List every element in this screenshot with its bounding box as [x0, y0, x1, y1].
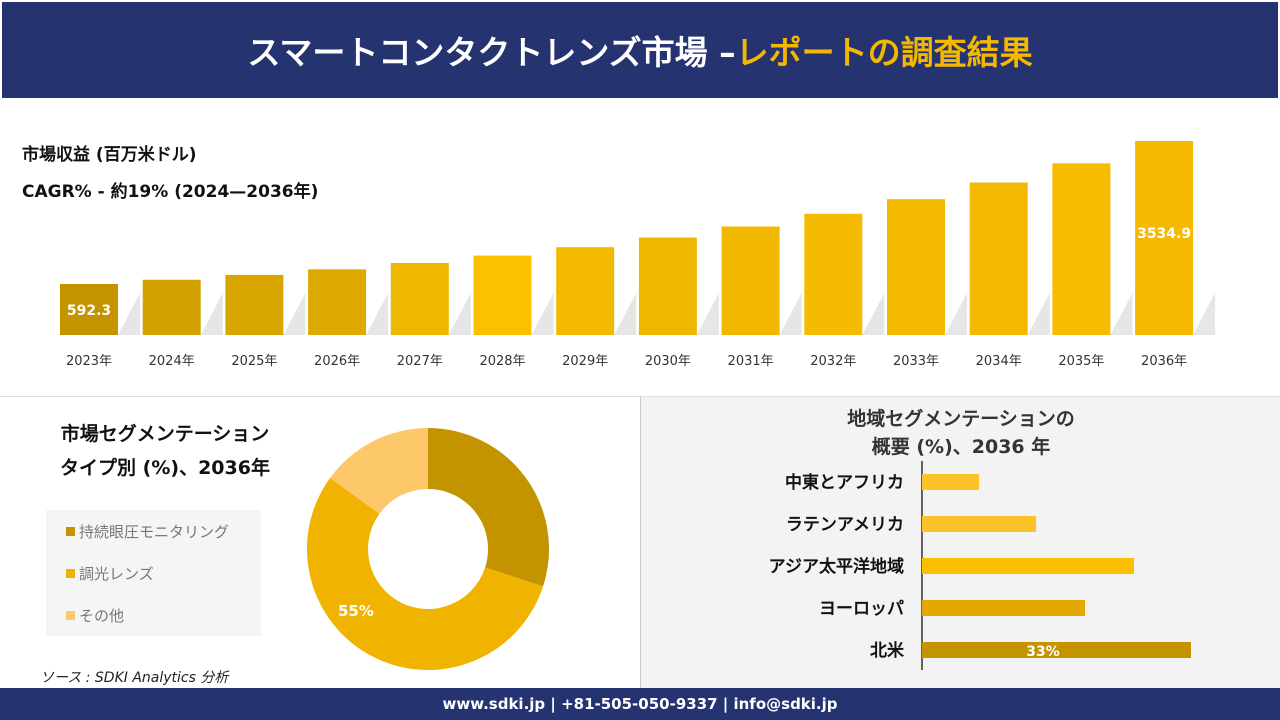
bar-shadow — [614, 293, 637, 335]
revenue-bar — [60, 284, 118, 335]
region-bar — [922, 558, 1134, 574]
revenue-bar — [390, 262, 449, 335]
legend-swatch — [66, 526, 75, 536]
bar-shadow — [945, 293, 967, 335]
type-segment-title: 市場セグメンテーション タイプ別 (%)、2036年 — [30, 417, 300, 485]
slice-data-label: 55% — [338, 602, 374, 620]
year-tick-label: 2023年 — [66, 354, 112, 369]
year-tick-label: 2027年 — [397, 354, 443, 369]
title-accent: レポートの調査結果 — [735, 33, 1033, 72]
region-bar — [922, 474, 980, 490]
year-tick-label: 2024年 — [149, 354, 195, 369]
year-tick-label: 2026年 — [314, 354, 360, 369]
bar-data-label: 3534.9 — [1137, 226, 1191, 242]
revenue-section: 市場収益 (百万米ドル) CAGR% - 約19% (2024—2036年) 2… — [0, 100, 1280, 396]
region-label: 中東とアフリカ — [785, 472, 904, 493]
bar-shadow — [366, 293, 389, 335]
legend-item: 調光レンズ — [46, 552, 261, 594]
revenue-bar — [473, 255, 532, 335]
region-label: ラテンアメリカ — [786, 515, 904, 535]
revenue-bar — [721, 226, 780, 335]
title-main: スマートコンタクトレンズ市場 – — [247, 33, 736, 72]
bar-shadow — [1110, 293, 1133, 335]
revenue-bar — [887, 199, 945, 335]
year-tick-label: 2031年 — [728, 354, 774, 369]
region-label: アジア太平洋地域 — [769, 556, 904, 577]
region-bar — [922, 516, 1037, 532]
region-title-line2: 概要 (%)、2036 年 — [871, 436, 1051, 458]
region-bar — [922, 600, 1086, 616]
bar-shadow — [779, 293, 802, 335]
legend-swatch — [66, 568, 75, 578]
footer: www.sdki.jp | +81-505-050-9337 | info@sd… — [0, 688, 1280, 720]
year-tick-label: 2035年 — [1058, 354, 1104, 369]
bar-shadow — [118, 293, 140, 335]
year-tick-label: 2033年 — [893, 354, 939, 369]
legend-label: 調光レンズ — [79, 564, 154, 583]
donut-slice — [428, 428, 549, 587]
footer-contact: www.sdki.jp | +81-505-050-9337 | info@sd… — [442, 695, 838, 713]
region-data-label: 33% — [1026, 644, 1060, 660]
year-tick-label: 2036年 — [1141, 354, 1187, 369]
bar-shadow — [1027, 293, 1050, 335]
revenue-label: 市場収益 (百万米ドル) — [22, 145, 197, 165]
revenue-bar — [308, 269, 367, 335]
region-label: ヨーロッパ — [819, 599, 904, 619]
revenue-bar — [225, 274, 284, 335]
bar-shadow — [696, 293, 719, 335]
header-banner: スマートコンタクトレンズ市場 – レポートの調査結果 — [0, 0, 1280, 100]
legend-swatch — [66, 610, 75, 620]
donut-slice — [330, 428, 428, 514]
cagr-label: CAGR% - 約19% (2024—2036年) — [22, 182, 319, 202]
year-tick-label: 2029年 — [562, 354, 608, 369]
revenue-bar — [969, 182, 1028, 335]
bar-shadow — [1193, 293, 1216, 335]
year-tick-label: 2034年 — [976, 354, 1022, 369]
type-title-line1: 市場セグメンテーション — [60, 423, 270, 445]
legend-label: その他 — [79, 606, 125, 625]
region-title: 地域セグメンテーションの 概要 (%)、2036 年 — [641, 405, 1280, 461]
type-segment-panel: 市場セグメンテーション タイプ別 (%)、2036年 持続眼圧モニタリング 調光レ… — [0, 396, 640, 688]
type-title-line2: タイプ別 (%)、2036年 — [60, 457, 270, 479]
legend-label: 持続眼圧モニタリング — [79, 522, 230, 541]
legend-item: その他 — [46, 594, 261, 636]
bar-shadow — [283, 293, 306, 335]
bar-shadow — [531, 293, 554, 335]
region-title-line1: 地域セグメンテーションの — [847, 408, 1075, 430]
donut-slice — [306, 477, 544, 671]
year-tick-label: 2030年 — [645, 354, 691, 369]
type-donut-chart: 55% — [306, 428, 549, 671]
source-note: ソース : SDKI Analytics 分析 — [40, 670, 229, 686]
region-segment-panel: 地域セグメンテーションの 概要 (%)、2036 年 中東とアフリカ ラテンアメリ… — [640, 396, 1280, 688]
revenue-bar — [142, 279, 201, 335]
bar-shadow — [862, 293, 885, 335]
bar-data-label: 592.3 — [67, 303, 111, 319]
revenue-bar — [556, 247, 615, 335]
bar-shadow — [200, 293, 223, 335]
revenue-bar — [1052, 163, 1111, 335]
year-tick-label: 2032年 — [810, 354, 856, 369]
donut-legend: 持続眼圧モニタリング 調光レンズその他 — [46, 510, 261, 636]
region-bar — [922, 642, 1191, 658]
revenue-bar — [804, 213, 863, 335]
year-tick-label: 2025年 — [231, 354, 277, 369]
bar-shadow — [448, 293, 471, 335]
legend-item: 持続眼圧モニタリング — [46, 510, 261, 552]
year-tick-label: 2028年 — [479, 354, 525, 369]
revenue-bar — [638, 237, 697, 335]
region-label: 北米 — [870, 640, 905, 661]
revenue-bar — [1135, 141, 1194, 335]
